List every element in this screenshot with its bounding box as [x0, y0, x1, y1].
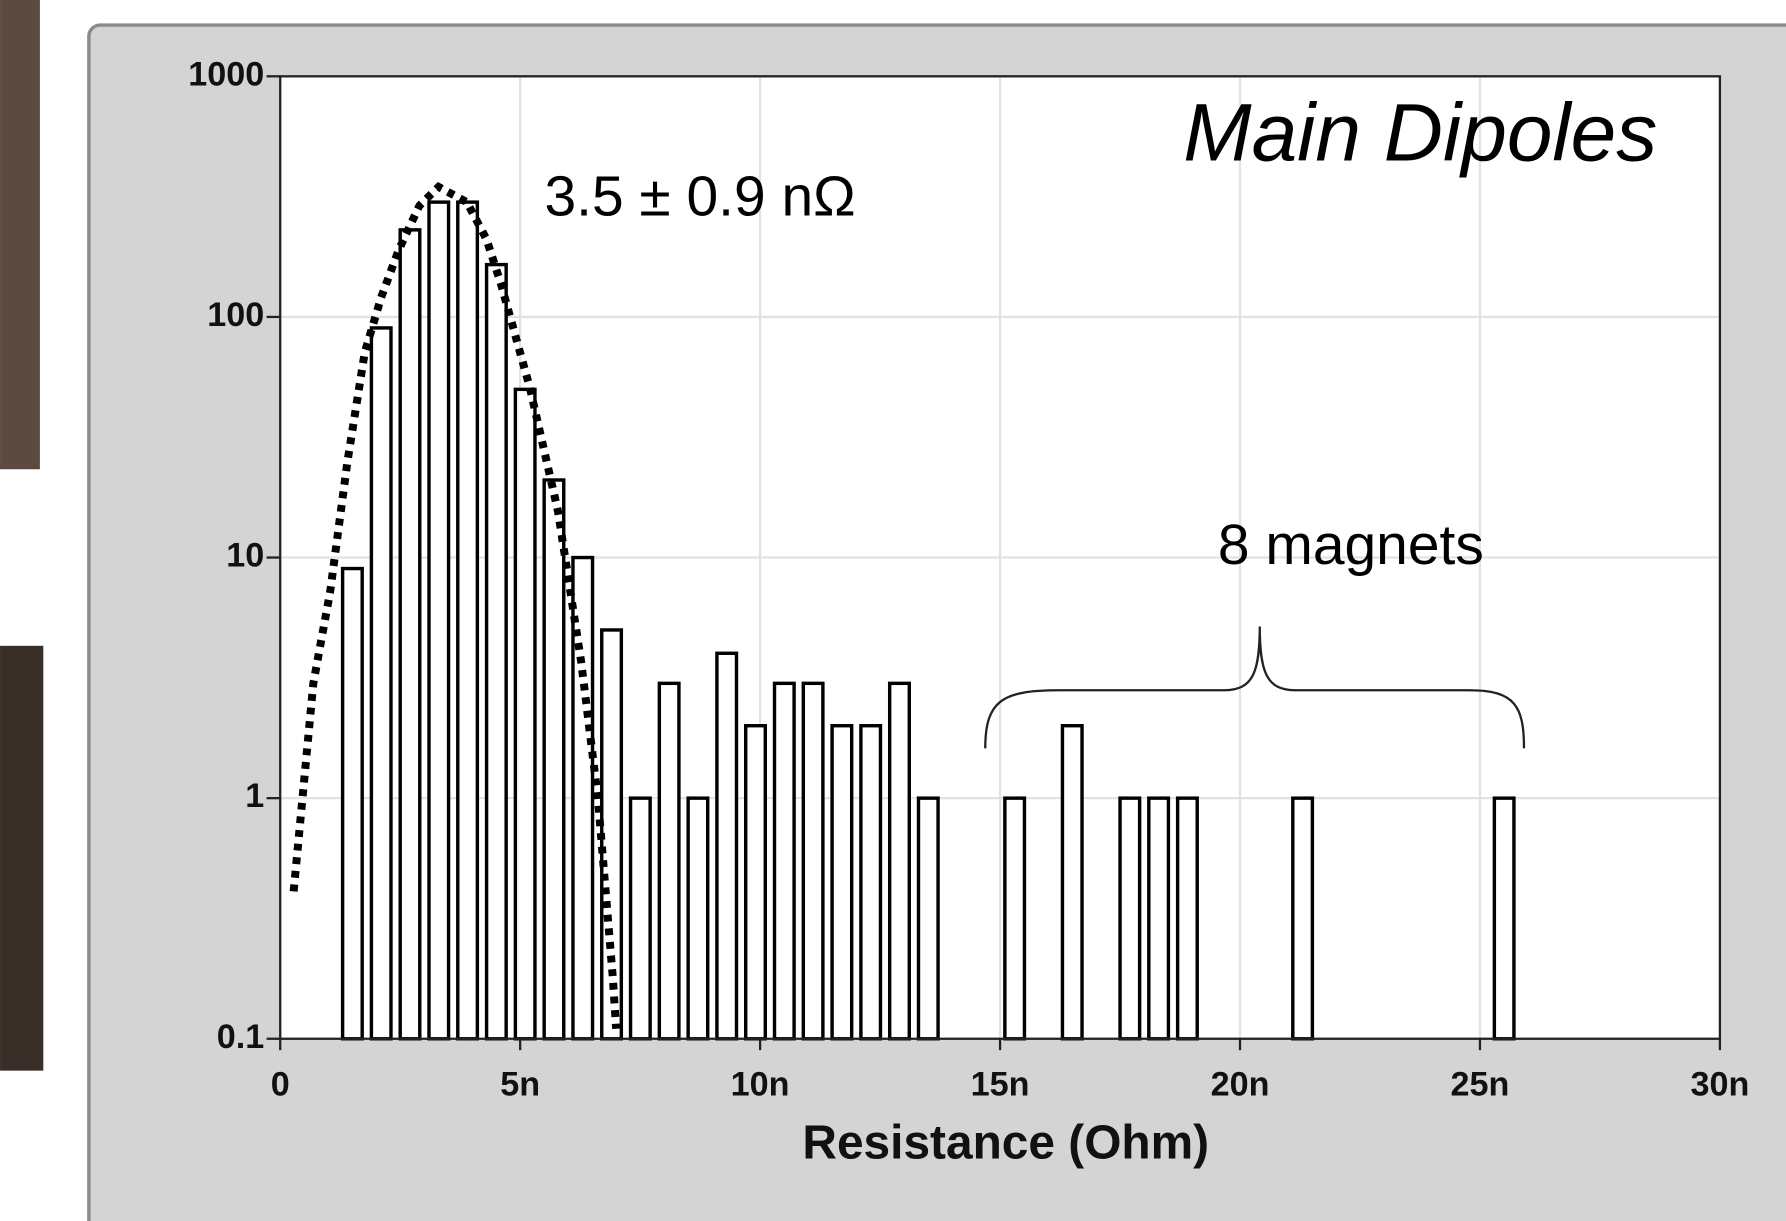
bar	[1492, 796, 1516, 1041]
bar	[542, 478, 566, 1041]
x-tick-label: 15n	[971, 1066, 1030, 1104]
x-tick-label: 20n	[1211, 1066, 1270, 1104]
x-tick-label: 25n	[1451, 1066, 1510, 1104]
bar	[1175, 796, 1199, 1041]
fit-curve	[289, 182, 621, 1030]
y-tick-label: 1000	[188, 55, 264, 93]
bar	[657, 681, 681, 1041]
bar	[456, 200, 480, 1041]
brace	[984, 626, 1526, 749]
bar	[859, 724, 883, 1041]
bar	[1147, 796, 1171, 1041]
y-tick-label: 100	[207, 296, 264, 334]
bar	[427, 200, 451, 1041]
bar	[830, 724, 854, 1041]
x-tick-label: 30n	[1690, 1066, 1749, 1104]
bar	[340, 566, 364, 1041]
bar	[484, 262, 508, 1041]
bar	[686, 796, 710, 1041]
bar	[398, 228, 422, 1041]
bar	[887, 681, 911, 1041]
y-tick-label: 1	[245, 777, 264, 815]
bar	[1060, 724, 1084, 1041]
bar	[801, 681, 825, 1041]
bar	[916, 796, 940, 1041]
bar	[628, 796, 652, 1041]
x-tick-label: 0	[271, 1066, 290, 1104]
x-axis-title: Resistance (Ohm)	[802, 1116, 1209, 1169]
photo-fragment	[0, 645, 44, 1071]
annotation: 8 magnets	[1218, 513, 1484, 577]
bar	[1118, 796, 1142, 1041]
annotation: 3.5 ± 0.9 nΩ	[544, 165, 855, 229]
x-tick-label: 10n	[731, 1066, 790, 1104]
bar	[772, 681, 796, 1041]
photo-fragment	[0, 0, 40, 470]
x-tick-label: 5n	[500, 1066, 540, 1104]
y-tick-label: 0.1	[217, 1018, 264, 1056]
bar	[513, 387, 537, 1041]
bar	[744, 724, 768, 1041]
bar	[1291, 796, 1315, 1041]
bar	[1003, 796, 1027, 1041]
bar	[369, 326, 393, 1041]
y-tick-label: 10	[226, 537, 264, 575]
chart-title: Main Dipoles	[1183, 88, 1657, 179]
bar	[715, 651, 739, 1041]
